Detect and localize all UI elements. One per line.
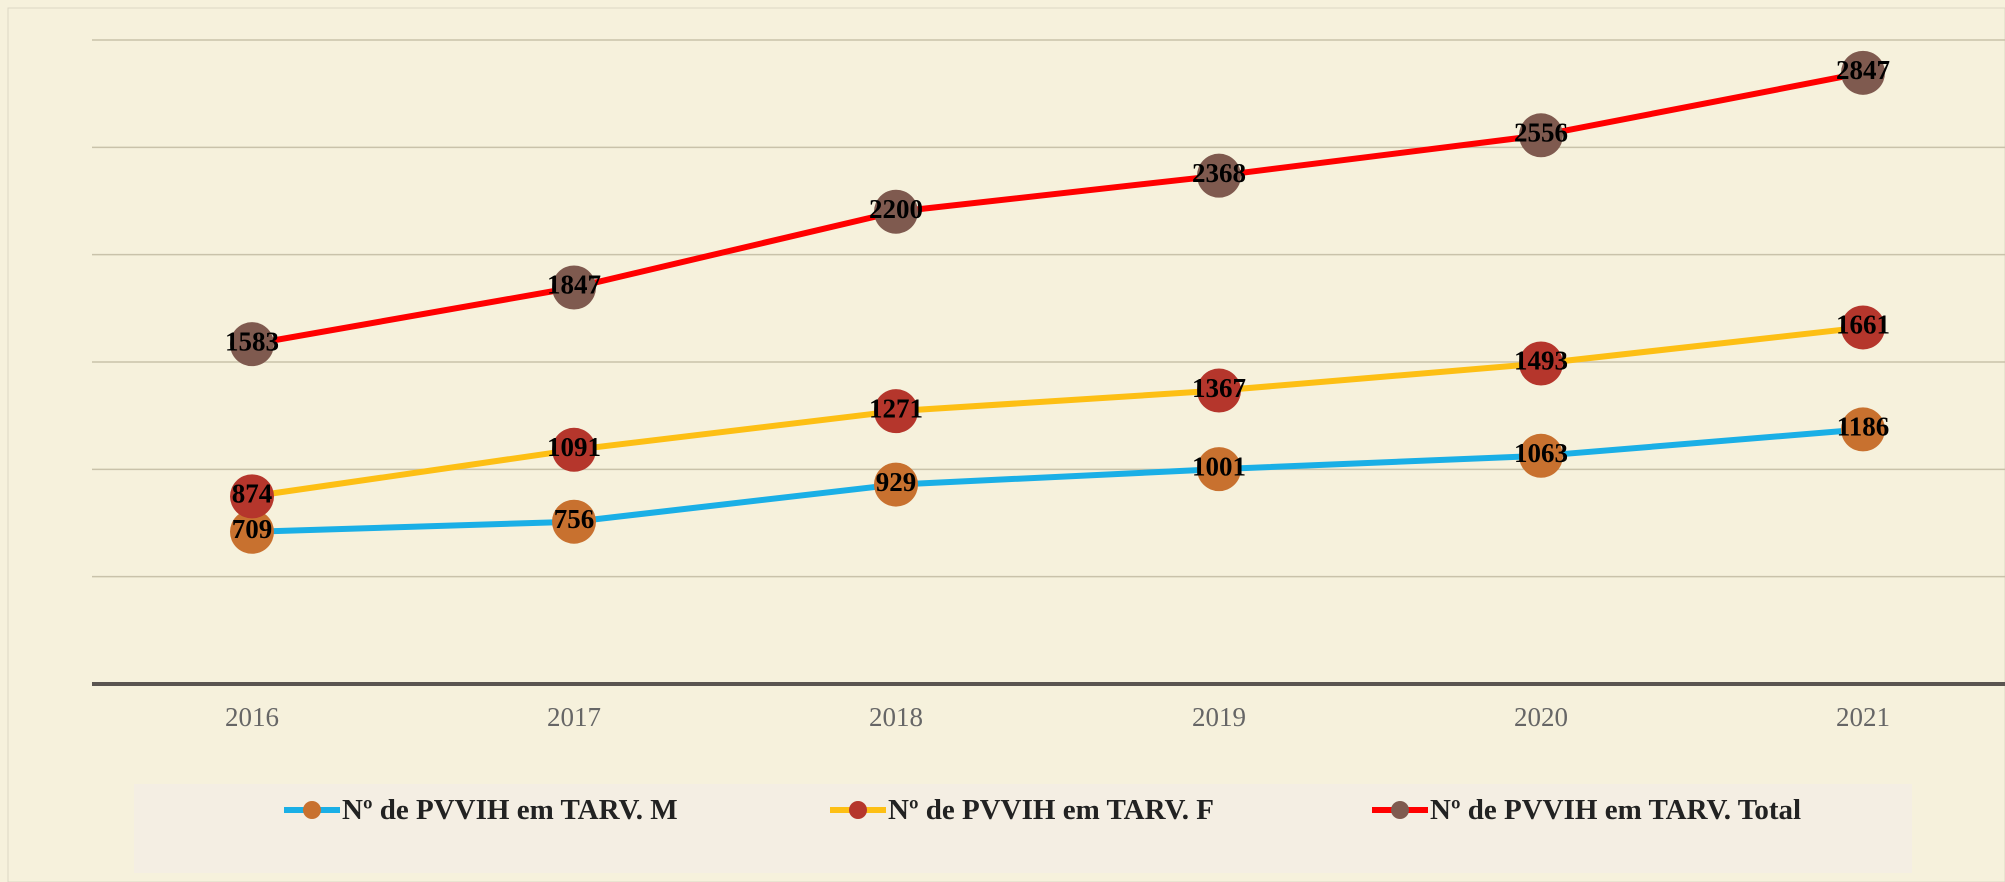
point-marker [1197, 368, 1241, 413]
legend-item: Nº de PVVIH em TARV. M [284, 792, 722, 828]
series-line [251, 324, 1864, 500]
series-line [251, 69, 1864, 348]
legend-marker [303, 801, 321, 819]
point-marker [1519, 341, 1563, 386]
data-label: 1271 [869, 393, 923, 423]
legend-swatch [1372, 801, 1428, 819]
point-marker [1197, 447, 1241, 492]
data-label: 709 [232, 514, 273, 544]
point-marker [1197, 153, 1241, 198]
point-marker [1841, 305, 1885, 350]
legend-label: Nº de PVVIH em TARV. M [342, 794, 678, 826]
point-marker [1519, 113, 1563, 158]
data-label: 1367 [1192, 373, 1246, 403]
data-label: 756 [554, 504, 595, 534]
legend-swatch [284, 801, 340, 819]
legend-marker [1391, 801, 1409, 819]
data-label: 2847 [1836, 55, 1890, 85]
point-marker [230, 322, 274, 367]
data-label: 1493 [1514, 346, 1568, 376]
x-tick-label: 2021 [1836, 702, 1890, 732]
data-label: 1091 [547, 432, 601, 462]
data-label: 1661 [1836, 310, 1890, 340]
x-tick-label: 2018 [869, 702, 923, 732]
x-tick-label: 2019 [1192, 702, 1246, 732]
x-tick-label: 2017 [547, 702, 601, 732]
point-marker [230, 509, 274, 554]
legend-swatch [830, 801, 886, 819]
data-label: 1063 [1514, 438, 1568, 468]
point-marker [552, 427, 596, 472]
series-line [251, 426, 1864, 535]
x-tick-label: 2020 [1514, 702, 1568, 732]
data-label: 929 [876, 467, 917, 497]
point-marker [230, 474, 274, 519]
legend-item: Nº de PVVIH em TARV. Total [1372, 792, 1810, 828]
legend-item: Nº de PVVIH em TARV. F [830, 792, 1268, 828]
point-marker [874, 462, 918, 507]
point-marker [1841, 407, 1885, 452]
data-label: 1583 [225, 326, 279, 356]
data-label: 1847 [547, 270, 601, 300]
legend-label: Nº de PVVIH em TARV. Total [1430, 794, 1802, 826]
point-marker [1519, 433, 1563, 478]
data-label: 2556 [1514, 118, 1568, 148]
data-label: 2200 [869, 194, 923, 224]
legend-label: Nº de PVVIH em TARV. F [888, 794, 1214, 826]
legend-marker [849, 801, 867, 819]
chart-border [7, 7, 2005, 882]
point-marker [874, 189, 918, 234]
data-label: 2368 [1192, 158, 1246, 188]
point-marker [1841, 50, 1885, 95]
point-marker [874, 389, 918, 434]
x-tick-label: 2016 [225, 702, 279, 732]
data-label: 1186 [1837, 412, 1890, 442]
data-label: 874 [232, 479, 273, 509]
point-marker [552, 265, 596, 310]
point-marker [552, 499, 596, 544]
data-label: 1001 [1192, 451, 1246, 481]
legend: Nº de PVVIH em TARV. M Nº de PVVIH em TAR… [134, 784, 1912, 873]
